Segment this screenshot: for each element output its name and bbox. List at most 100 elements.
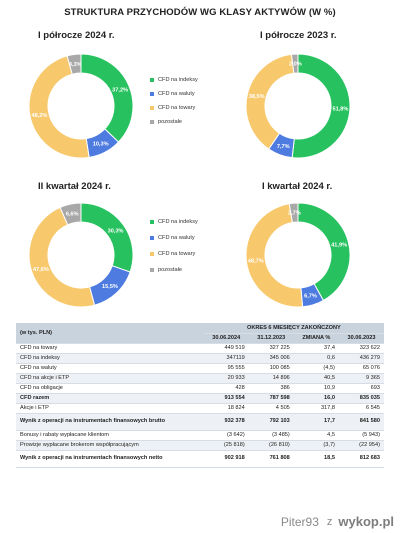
legend-swatch	[150, 78, 154, 82]
row-label: Akcje i ETP	[16, 403, 204, 414]
table-cell: 37,4	[293, 343, 339, 354]
row-label: CFD na obligacje	[16, 383, 204, 394]
donut-slice-towary	[245, 203, 304, 308]
table-cell: (25 818)	[203, 440, 249, 451]
table-cell: 841 580	[338, 413, 384, 431]
slice-data-label: 7,7%	[277, 144, 290, 150]
table-cell: 18,5	[293, 450, 339, 468]
donut-chart-h1-2023: 51,8% 7,7% 38,5% 2,0%	[245, 53, 351, 159]
watermark-separator: z	[326, 515, 333, 528]
table-cell: (3 642)	[203, 430, 249, 441]
table-row: CFD na towary 449 519 327 225 37,4 323 622	[16, 343, 384, 354]
table-cell: 9 365	[338, 373, 384, 384]
table-row: CFD na indeksy 347119 345 006 0,6 436 279	[16, 353, 384, 364]
row-label: Bonusy i rabaty wypłacane klientom	[16, 430, 204, 441]
table-cell: (5 943)	[338, 430, 384, 441]
table-row: CFD razem 913 554 787 598 16,0 835 035	[16, 393, 384, 404]
column-header: 31.12.2023	[248, 333, 294, 344]
legend-label: pozostałe	[158, 267, 182, 273]
donut-slice-indeksy	[291, 53, 351, 159]
column-header: ZMIANA %	[293, 333, 339, 344]
table-row: CFD na akcje i ETP 20 933 14 896 40,5 9 365	[16, 373, 384, 384]
legend-label: CFD na towary	[158, 105, 196, 111]
table-cell: 693	[338, 383, 384, 394]
table-row: CFD na obligacje 428 386 10,9 693	[16, 383, 384, 394]
legend-label: CFD na waluty	[158, 91, 195, 97]
watermark: Piter93 z wykop.pl	[281, 514, 394, 529]
slice-data-label: 47,6%	[33, 267, 49, 273]
donut-slice-indeksy	[80, 202, 134, 273]
table-cell: 317,8	[293, 403, 339, 414]
table-cell: 6 545	[338, 403, 384, 414]
table-cell: 323 622	[338, 343, 384, 354]
slice-data-label: 48,2%	[32, 113, 48, 119]
table-cell: 932 378	[203, 413, 249, 431]
legend-item-waluty: CFD na waluty	[150, 91, 198, 97]
table-cell: (22 954)	[338, 440, 384, 451]
table-cell: 812 683	[338, 450, 384, 468]
table-cell: (3,7)	[293, 440, 339, 451]
table-cell: (4,5)	[293, 363, 339, 374]
chart-title-q2-2024: II kwartał 2024 r.	[38, 181, 111, 192]
table-cell: 347119	[203, 353, 249, 364]
row-label: CFD na indeksy	[16, 353, 204, 364]
table-cell: 436 279	[338, 353, 384, 364]
legend-swatch	[150, 236, 154, 240]
table-cell: 761 808	[248, 450, 294, 468]
slice-data-label: 2,7%	[288, 211, 301, 217]
slice-data-label: 38,5%	[249, 94, 265, 100]
legend-label: CFD na waluty	[158, 235, 195, 241]
financial-table: (w tys. PLN) OKRES 6 MIESIĘCY ZAKOŃCZONY…	[16, 323, 384, 468]
legend-label: pozostałe	[158, 119, 182, 125]
legend-label: CFD na towary	[158, 251, 196, 257]
donut-chart-q1-2024: 41,9% 6,7% 48,7% 2,7%	[245, 202, 351, 308]
table-row: Wynik z operacji na instrumentach finans…	[16, 413, 384, 431]
slice-data-label: 10,3%	[93, 142, 109, 148]
table-cell: 16,0	[293, 393, 339, 404]
table-row: Wynik z operacji na instrumentach finans…	[16, 450, 384, 468]
slice-data-label: 48,7%	[248, 258, 264, 264]
row-label: CFD na towary	[16, 343, 204, 354]
donut-chart-q2-2024: 30,3% 15,5% 47,6% 6,6%	[28, 202, 134, 308]
legend-item-pozostale: pozostałe	[150, 119, 198, 125]
slice-data-label: 41,9%	[331, 242, 347, 248]
page-title: STRUKTURA PRZYCHODÓW WG KLASY AKTYWÓW (W…	[64, 7, 336, 18]
donut-slice-towary	[28, 206, 96, 308]
legend-item-indeksy: CFD na indeksy	[150, 77, 198, 83]
donut-chart-h1-2024: 37,2% 10,3% 48,2% 4,3%	[28, 53, 134, 159]
table-cell: 428	[203, 383, 249, 394]
legend-swatch	[150, 106, 154, 110]
legend-item-towary: CFD na towary	[150, 105, 198, 111]
chart-title-q1-2024: I kwartał 2024 r.	[262, 181, 333, 192]
legend-label: CFD na indeksy	[158, 219, 198, 225]
slice-data-label: 51,8%	[332, 106, 348, 112]
table-cell: 913 554	[203, 393, 249, 404]
table-cell: (26 810)	[248, 440, 294, 451]
table-cell: 4 505	[248, 403, 294, 414]
legend-swatch	[150, 220, 154, 224]
table-cell: 100 085	[248, 363, 294, 374]
column-header: 30.06.2023	[338, 333, 384, 344]
legend-bottom: CFD na indeksy CFD na waluty CFD na towa…	[150, 219, 198, 273]
legend-item-indeksy: CFD na indeksy	[150, 219, 198, 225]
legend-item-waluty: CFD na waluty	[150, 235, 198, 241]
donut-slice-pozostale	[290, 53, 299, 74]
row-label: Prowizje wypłacane brokerom współpracują…	[16, 440, 204, 451]
row-label: CFD na akcje i ETP	[16, 373, 204, 384]
donut-slice-pozostale	[288, 202, 299, 224]
legend-item-pozostale: pozostałe	[150, 267, 198, 273]
table-cell: 18 824	[203, 403, 249, 414]
table-cell: 95 555	[203, 363, 249, 374]
legend-item-towary: CFD na towary	[150, 251, 198, 257]
table-row: Akcje i ETP 18 824 4 505 317,8 6 545	[16, 403, 384, 414]
legend-swatch	[150, 92, 154, 96]
donut-slice-towary	[28, 55, 90, 159]
slice-data-label: 2,0%	[289, 62, 302, 68]
group-header: OKRES 6 MIESIĘCY ZAKOŃCZONY	[203, 323, 384, 334]
table-row: Prowizje wypłacane brokerom współpracują…	[16, 440, 384, 451]
legend-top: CFD na indeksy CFD na waluty CFD na towa…	[150, 77, 198, 125]
slice-data-label: 6,6%	[66, 211, 79, 217]
donut-slice-pozostale	[59, 202, 82, 226]
slice-data-label: 4,3%	[69, 62, 82, 68]
wykop-logo: wykop.pl	[338, 514, 394, 529]
